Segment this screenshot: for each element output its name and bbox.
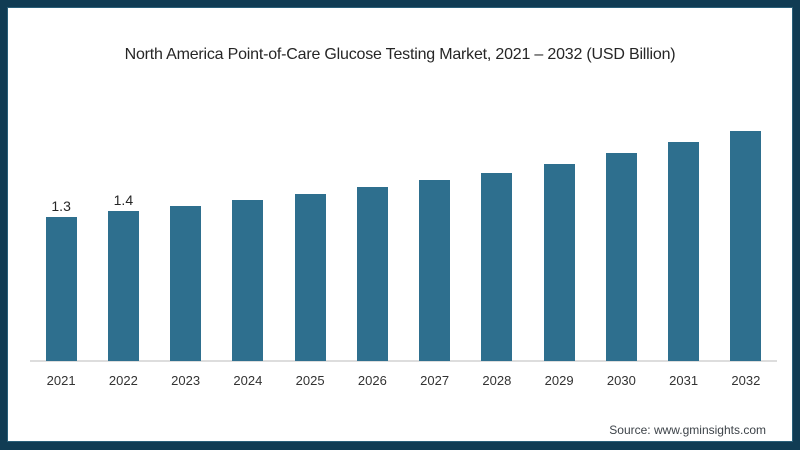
bar-slot-2027: 2027 [404,81,466,387]
x-tick-label-2029: 2029 [544,373,574,388]
x-tick-label-2031: 2031 [669,373,699,388]
bar-slot-2023: 2023 [155,81,217,387]
bar-chart-plot-area: 1.3 2021 1.4 2022 2023 2024 2025 2026 2027 2028 20… [30,81,777,387]
x-tick-label-2021: 2021 [46,373,76,388]
bar-slot-2024: 2024 [217,81,279,387]
bar-slot-2025: 2025 [279,81,341,387]
bar-slot-2029: 2029 [528,81,590,387]
bar-slot-2022: 1.4 2022 [92,81,154,387]
bar-slot-2021: 1.3 2021 [30,81,92,387]
bar-2022 [107,211,139,361]
bar-slot-2032: 2032 [715,81,777,387]
bar-2030 [605,152,637,361]
x-tick-label-2032: 2032 [731,373,761,388]
bar-2032 [730,130,762,361]
bar-value-label-2021: 1.3 [51,198,71,214]
x-tick-label-2024: 2024 [233,373,263,388]
x-axis-line [30,360,777,362]
bar-slot-2031: 2031 [653,81,715,387]
x-tick-label-2023: 2023 [171,373,201,388]
bar-2031 [668,141,700,361]
bar-2021 [45,217,77,361]
bar-2023 [170,205,202,361]
bar-2027 [419,180,451,361]
bar-value-label-2022: 1.4 [113,192,134,209]
bar-2028 [481,172,513,361]
x-tick-label-2022: 2022 [108,373,138,388]
x-tick-label-2027: 2027 [420,373,450,388]
x-tick-label-2026: 2026 [357,373,387,388]
source-attribution: Source: www.gminsights.com [609,423,766,437]
x-tick-label-2030: 2030 [606,373,636,388]
bar-slot-2026: 2026 [341,81,403,387]
bar-2025 [294,193,326,361]
bar-slot-2030: 2030 [590,81,652,387]
bar-2026 [356,187,388,361]
bar-2029 [543,163,575,361]
chart-title: North America Point-of-Care Glucose Test… [124,46,676,63]
x-tick-label-2025: 2025 [295,373,325,388]
bar-slot-2028: 2028 [466,81,528,387]
bar-2024 [232,200,264,361]
x-tick-label-2028: 2028 [482,373,512,388]
